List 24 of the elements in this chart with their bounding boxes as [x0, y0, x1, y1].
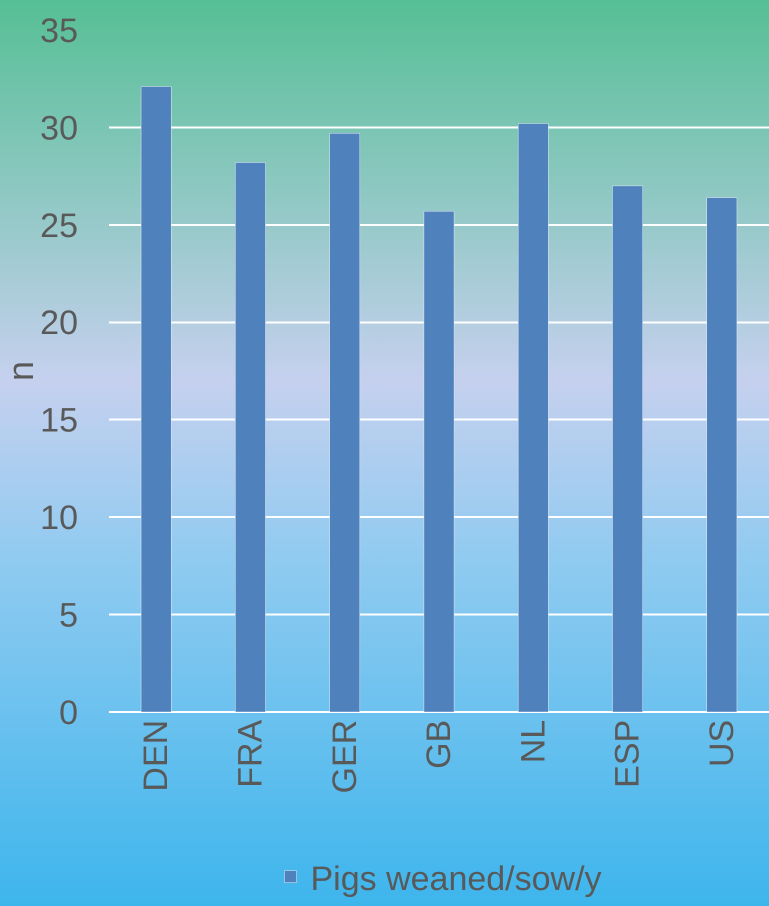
x-tick-label: ESP	[608, 720, 647, 788]
y-axis-title: n	[0, 360, 41, 382]
y-tick-label: 5	[59, 596, 78, 634]
bar	[706, 197, 738, 712]
bar	[424, 210, 454, 712]
bar	[518, 123, 549, 712]
y-tick-label: 20	[40, 304, 78, 342]
y-tick-label: 15	[40, 402, 78, 440]
x-tick-label: DEN	[137, 720, 176, 792]
y-tick-label: 30	[40, 109, 78, 148]
bar	[612, 186, 643, 712]
x-tick-label: US	[702, 720, 741, 768]
y-tick-label: 10	[40, 499, 78, 538]
y-tick-label: 0	[59, 694, 78, 732]
x-tick-label: GER	[326, 720, 364, 794]
x-tick-label: NL	[514, 720, 552, 764]
legend-label: Pigs weaned/sow/y	[310, 860, 602, 898]
y-tick-label: 25	[40, 206, 78, 245]
bar	[235, 162, 266, 712]
x-tick-label: GB	[420, 720, 458, 769]
x-tick-label: FRA	[231, 719, 270, 788]
bar	[140, 86, 172, 712]
y-tick-label: 35	[40, 12, 78, 50]
bar	[329, 133, 360, 712]
